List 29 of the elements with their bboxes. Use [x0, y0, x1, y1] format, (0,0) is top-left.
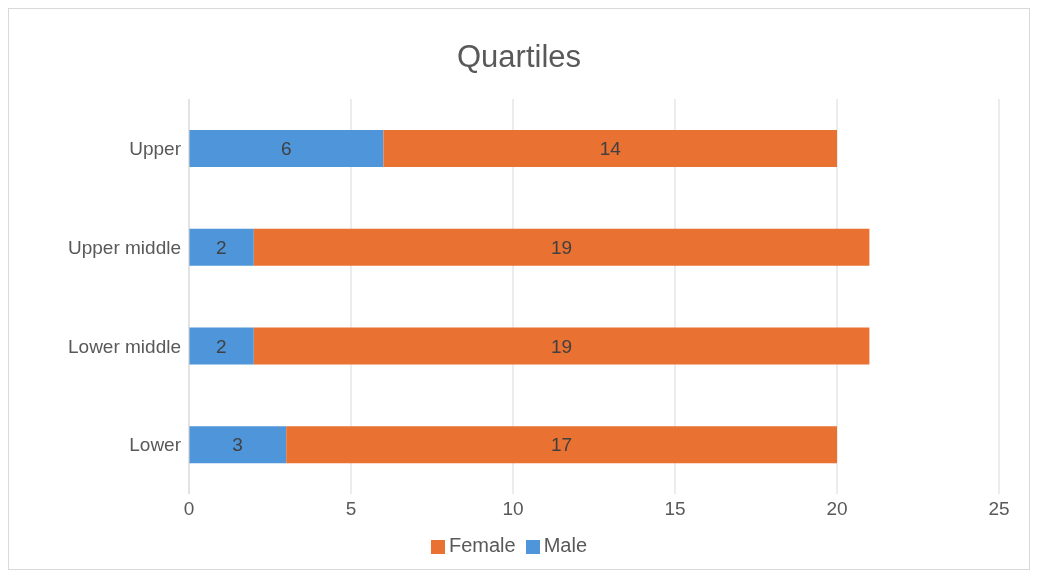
data-label: 2: [216, 236, 227, 258]
x-tick-label: 15: [664, 498, 686, 520]
bar: [383, 130, 837, 167]
data-label: 14: [599, 138, 622, 160]
bar: [189, 228, 254, 266]
bar: [189, 130, 384, 167]
data-label: 17: [551, 434, 573, 456]
x-tick-label: 20: [826, 498, 848, 520]
legend-label: Male: [543, 534, 588, 556]
data-label: 19: [551, 335, 573, 357]
bar: [189, 327, 254, 365]
y-tick-label: Lower middle: [68, 335, 181, 357]
data-label: 6: [280, 138, 292, 160]
y-tick-label: Upper middle: [68, 236, 181, 258]
bar: [253, 327, 870, 365]
x-tick-label: 5: [345, 498, 357, 520]
x-tick-label: 25: [988, 498, 1010, 520]
legend-label: Female: [448, 534, 516, 556]
data-label: 19: [551, 236, 573, 258]
y-tick-label: Upper: [129, 138, 182, 160]
data-label: 3: [232, 434, 243, 456]
chart-title: Quartiles: [455, 38, 582, 76]
y-tick-label: Lower: [129, 434, 182, 456]
bar: [189, 426, 287, 464]
x-tick-label: 0: [183, 498, 195, 520]
x-tick-label: 10: [502, 498, 524, 520]
bar: [286, 426, 837, 464]
bar: [253, 228, 870, 266]
data-label: 2: [216, 335, 227, 357]
